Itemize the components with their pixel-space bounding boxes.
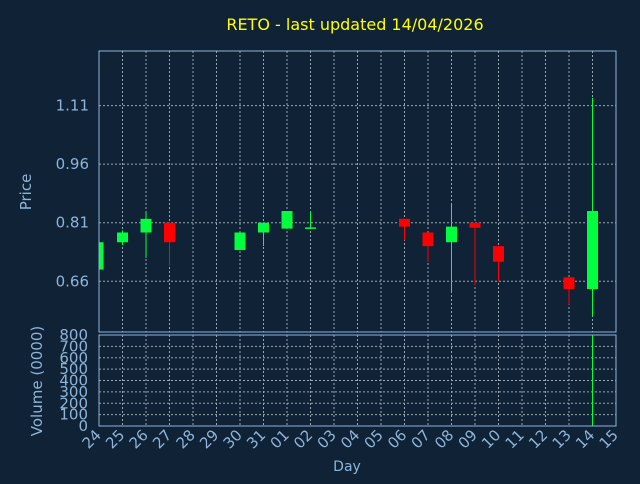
y-axis-label: Price [17, 174, 35, 211]
volume-panel-frame [98, 334, 617, 427]
price-tick-label: 0.81 [56, 214, 89, 232]
x-tick-label: 04 [337, 426, 363, 452]
price-panel-frame [98, 50, 617, 333]
price-tick-label: 1.11 [56, 97, 89, 115]
x-tick-label: 05 [361, 426, 387, 452]
x-tick-label: 07 [408, 426, 434, 452]
candle-body [446, 226, 457, 243]
candle-body [422, 232, 434, 247]
volume-tick-label: 500 [59, 360, 88, 378]
candle-body [587, 211, 598, 290]
x-tick-label: 27 [149, 426, 175, 452]
chart-marks [98, 97, 598, 426]
grid-lines [98, 51, 617, 427]
candle-body [469, 222, 481, 228]
candle-body [234, 232, 246, 251]
candle-body [258, 222, 269, 233]
x-tick-label: 10 [478, 426, 504, 452]
x-tick-label: 14 [572, 426, 598, 452]
candle-body [399, 218, 410, 227]
x-tick-label: 29 [196, 426, 222, 452]
candle-body [117, 232, 128, 243]
candle-body [493, 246, 504, 262]
candle-body [140, 218, 152, 233]
x-tick-label: 25 [102, 426, 128, 452]
x-tick-label: 08 [431, 426, 457, 452]
x-tick-label: 31 [243, 426, 269, 452]
candle-body [563, 277, 575, 290]
volume-tick-label: 200 [59, 394, 88, 412]
x-tick-label: 13 [549, 426, 575, 452]
x-tick-label: 06 [384, 426, 410, 452]
x-tick-label: 30 [220, 426, 246, 452]
x-tick-label: 15 [596, 426, 622, 452]
candle-body [164, 222, 175, 243]
x-tick-label: 02 [290, 426, 316, 452]
volume-tick-label: 800 [59, 326, 88, 344]
x-tick-label: 12 [525, 426, 551, 452]
x-tick-label: 26 [126, 426, 152, 452]
x-tick-label: 28 [173, 426, 199, 452]
price-tick-label: 0.66 [56, 272, 89, 290]
volume-tick-label: 300 [59, 383, 88, 401]
volume-tick-label: 700 [59, 337, 88, 355]
x-tick-label: 03 [314, 426, 340, 452]
price-tick-label: 0.96 [56, 155, 89, 173]
volume-tick-label: 600 [59, 349, 88, 367]
volume-tick-label: 100 [59, 406, 88, 424]
x-axis-label: Day [333, 459, 361, 475]
candle-body [99, 242, 104, 270]
candle-body [281, 211, 293, 229]
candle-body [305, 227, 316, 229]
volume-axis-label: Volume (0000) [28, 326, 46, 436]
volume-tick-label: 0 [78, 417, 88, 435]
x-tick-label: 09 [455, 426, 481, 452]
volume-tick-label: 400 [59, 372, 88, 390]
x-tick-label: 11 [502, 426, 528, 452]
x-tick-label: 01 [267, 426, 293, 452]
chart-title: RETO - last updated 14/04/2026 [226, 15, 483, 34]
